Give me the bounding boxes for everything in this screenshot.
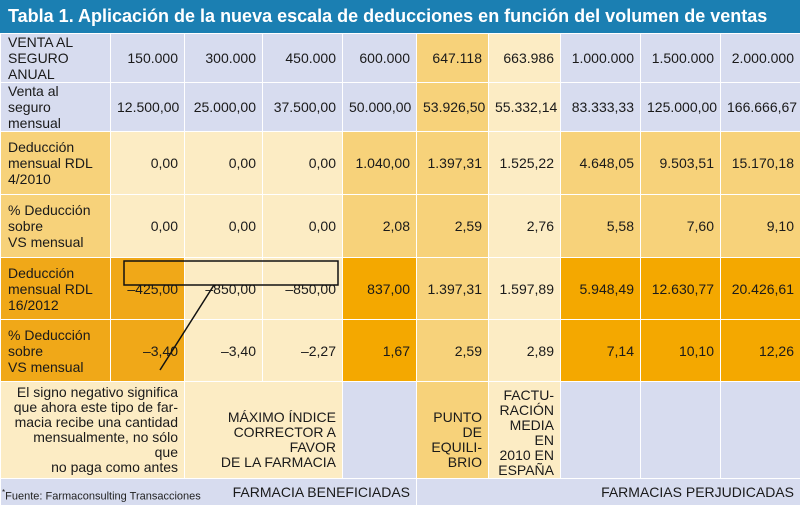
- table-row: VENTA AL SEGURO ANUAL 150.000 300.000 450…: [0, 33, 800, 83]
- table-cell: 2,08: [342, 194, 417, 258]
- table-row: Deducción mensual RDL 4/2010 0,00 0,00 0,0…: [0, 131, 800, 195]
- table-cell: 837,00: [342, 257, 417, 320]
- table-cell: 7,60: [640, 194, 721, 258]
- table-cell: 1.040,00: [342, 131, 417, 195]
- table-cell: –2,27: [262, 319, 343, 382]
- empty-cell: [342, 381, 417, 479]
- table-cell: 300.000: [184, 33, 263, 83]
- table-cell: 25.000,00: [184, 82, 263, 132]
- table-cell: 0,00: [184, 131, 263, 195]
- table-cell: 1.397,31: [416, 257, 489, 320]
- table-cell: 1.000.000: [560, 33, 641, 83]
- group-row: FARMACIA BENEFICIADAS FARMACIAS PERJUDIC…: [0, 478, 800, 506]
- table-cell: 7,14: [560, 319, 641, 382]
- max-index-note: MÁXIMO ÍNDICE CORRECTOR A FAVOR DE LA FARM…: [184, 381, 343, 479]
- table-cell: 55.332,14: [488, 82, 561, 132]
- table-cell: 9,10: [720, 194, 800, 258]
- empty-cell: [720, 381, 800, 479]
- table-cell: 1.525,22: [488, 131, 561, 195]
- table-cell: 50.000,00: [342, 82, 417, 132]
- table-cell: 1.597,89: [488, 257, 561, 320]
- table-row: % Deducción sobre VS mensual 0,00 0,00 0,0…: [0, 194, 800, 258]
- table-cell: 125.000,00: [640, 82, 721, 132]
- table-row: Venta al seguro mensual 12.500,00 25.000,…: [0, 82, 800, 132]
- table-row: Deducción mensual RDL 16/2012 –425,00 –850…: [0, 257, 800, 320]
- row-label-venta-mensual: Venta al seguro mensual: [0, 82, 111, 132]
- table-cell: 12.500,00: [110, 82, 185, 132]
- table-cell: –425,00: [110, 257, 185, 320]
- table-cell: 20.426,61: [720, 257, 800, 320]
- row-label-deduccion-4-2010: Deducción mensual RDL 4/2010: [0, 131, 111, 195]
- row-label-pct-deduccion-2012: % Deducción sobre VS mensual: [0, 319, 111, 382]
- table-cell: 5,58: [560, 194, 641, 258]
- table-cell: 2.000.000: [720, 33, 800, 83]
- table-cell: 2,76: [488, 194, 561, 258]
- table-cell: –3,40: [184, 319, 263, 382]
- table-cell: 166.666,67: [720, 82, 800, 132]
- table-cell: 83.333,33: [560, 82, 641, 132]
- deductions-table: VENTA AL SEGURO ANUAL 150.000 300.000 450…: [0, 33, 800, 506]
- group-benefited: FARMACIA BENEFICIADAS: [0, 478, 417, 506]
- row-label-pct-deduccion: % Deducción sobre VS mensual: [0, 194, 111, 258]
- table-cell: 150.000: [110, 33, 185, 83]
- source-note: *Fuente: Farmaconsulting Transacciones: [2, 488, 201, 503]
- table-cell: 4.648,05: [560, 131, 641, 195]
- table-cell: 0,00: [110, 194, 185, 258]
- row-label-venta-anual: VENTA AL SEGURO ANUAL: [0, 33, 111, 83]
- equilibrium-note: PUNTO DE EQUILI- BRIO: [416, 381, 489, 479]
- empty-cell: [560, 381, 641, 479]
- notes-row: El signo negativo significa que ahora est…: [0, 381, 800, 479]
- table-cell: 600.000: [342, 33, 417, 83]
- table-cell: 1.397,31: [416, 131, 489, 195]
- negative-sign-note: El signo negativo significa que ahora est…: [0, 381, 185, 479]
- table-cell: 0,00: [262, 131, 343, 195]
- table-cell: –850,00: [262, 257, 343, 320]
- table-cell: 0,00: [184, 194, 263, 258]
- table-title: Tabla 1. Aplicación de la nueva escala d…: [0, 0, 800, 33]
- table-cell: 2,59: [416, 194, 489, 258]
- table-cell: –3,40: [110, 319, 185, 382]
- table-cell: –850,00: [184, 257, 263, 320]
- table-cell: 0,00: [110, 131, 185, 195]
- table-cell: 0,00: [262, 194, 343, 258]
- table-cell: 450.000: [262, 33, 343, 83]
- group-harmed: FARMACIAS PERJUDICADAS: [416, 478, 800, 506]
- table-cell: 2,59: [416, 319, 489, 382]
- table-cell: 1,67: [342, 319, 417, 382]
- table-cell: 37.500,00: [262, 82, 343, 132]
- table-cell: 15.170,18: [720, 131, 800, 195]
- table-cell: 53.926,50: [416, 82, 489, 132]
- billing-note: FACTU- RACIÓN MEDIA EN 2010 EN ESPAÑA: [488, 381, 561, 479]
- table-cell: 10,10: [640, 319, 721, 382]
- row-label-deduccion-16-2012: Deducción mensual RDL 16/2012: [0, 257, 111, 320]
- table-row: % Deducción sobre VS mensual –3,40 –3,40 –…: [0, 319, 800, 382]
- table-cell: 5.948,49: [560, 257, 641, 320]
- table-cell: 12.630,77: [640, 257, 721, 320]
- table-cell: 1.500.000: [640, 33, 721, 83]
- empty-cell: [640, 381, 721, 479]
- table-cell: 663.986: [488, 33, 561, 83]
- table-cell: 12,26: [720, 319, 800, 382]
- table-cell: 9.503,51: [640, 131, 721, 195]
- table-cell: 647.118: [416, 33, 489, 83]
- table-cell: 2,89: [488, 319, 561, 382]
